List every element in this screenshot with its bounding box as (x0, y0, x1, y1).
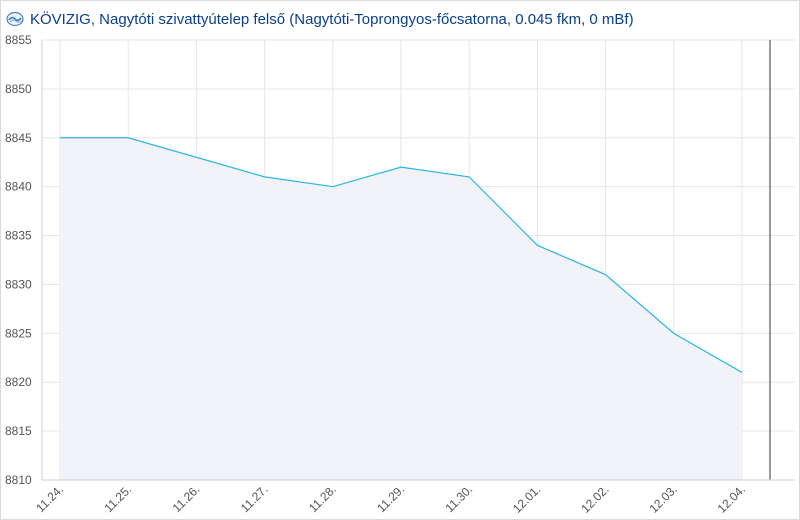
x-tick-label: 11.25. (101, 482, 134, 515)
x-tick-label: 11.27. (238, 482, 271, 515)
area-layer (60, 137, 742, 480)
line-layer (58, 40, 771, 480)
data-point (535, 243, 540, 248)
chart-title: KÖVIZIG, Nagytóti szivattyútelep felső (… (30, 10, 634, 28)
data-point (603, 272, 608, 277)
x-tick-label: 12.02. (578, 482, 611, 515)
y-tick-label: 8855 (5, 33, 32, 47)
series-line (60, 137, 743, 373)
y-tick-label: 8845 (5, 131, 32, 145)
x-tick-label: 11.24. (33, 482, 66, 515)
y-tick-label: 8815 (5, 424, 32, 438)
y-tick-label: 8825 (5, 326, 32, 340)
y-tick-label: 8840 (5, 180, 32, 194)
series-area (60, 137, 742, 480)
kovizig-logo-icon (6, 11, 24, 27)
data-point (671, 331, 676, 336)
data-point (740, 370, 745, 375)
x-tick-label: 11.29. (374, 482, 407, 515)
data-point (330, 184, 335, 189)
data-point (467, 174, 472, 179)
x-tick-label: 11.26. (170, 482, 203, 515)
y-tick-label: 8820 (5, 375, 32, 389)
data-point (262, 174, 267, 179)
x-tick-label: 12.03. (646, 482, 679, 515)
x-tick-label: 11.28. (306, 482, 339, 515)
x-tick-label: 12.01. (510, 482, 543, 515)
data-point (126, 135, 131, 140)
data-point (399, 165, 404, 170)
y-tick-label: 8835 (5, 229, 32, 243)
x-tick-label: 11.30. (442, 482, 475, 515)
y-tick-label: 8830 (5, 277, 32, 291)
x-tick-label: 12.04. (715, 482, 748, 515)
y-tick-label: 8810 (5, 473, 32, 487)
y-tick-label: 8850 (5, 82, 32, 96)
chart-header: KÖVIZIG, Nagytóti szivattyútelep felső (… (6, 8, 634, 30)
data-point (58, 135, 63, 140)
